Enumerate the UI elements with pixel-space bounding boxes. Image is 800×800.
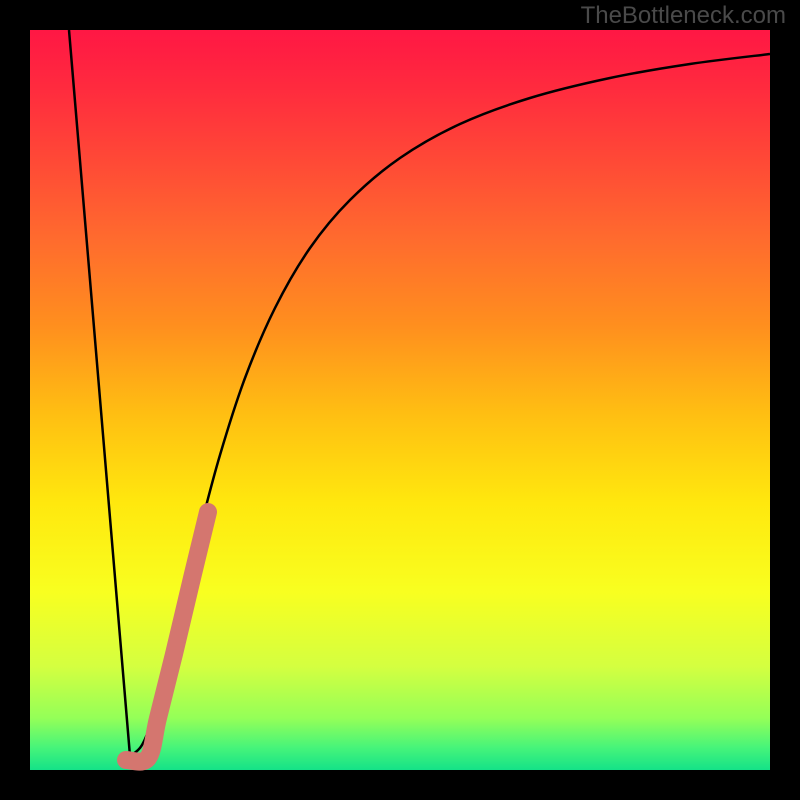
- bottleneck-chart: [0, 0, 800, 800]
- chart-container: TheBottleneck.com: [0, 0, 800, 800]
- watermark-text: TheBottleneck.com: [581, 2, 786, 30]
- plot-area-gradient: [30, 30, 770, 770]
